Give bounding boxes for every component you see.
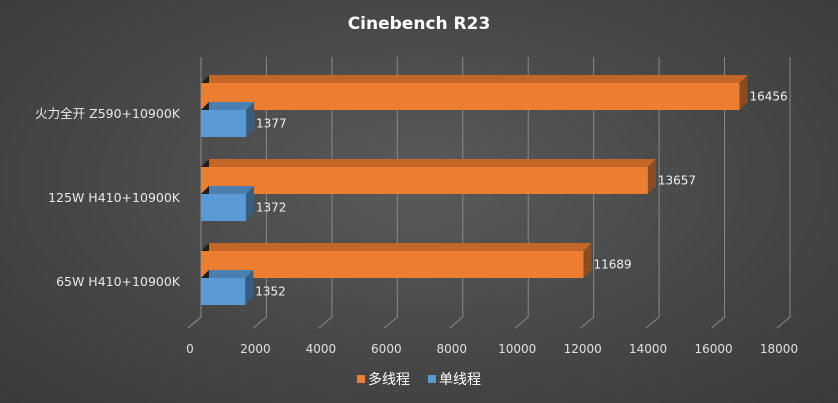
- bar-side-face: [245, 186, 254, 221]
- x-tick-label: 16000: [694, 342, 732, 356]
- bar-top-face: [201, 75, 748, 83]
- x-tick-label: 10000: [498, 342, 536, 356]
- bar-multi-thread: [201, 251, 584, 278]
- bar-single-thread: [201, 194, 246, 221]
- legend-label: 单线程: [439, 372, 481, 388]
- x-tick-label: 12000: [564, 342, 602, 356]
- bar-side-face: [246, 102, 255, 137]
- x-tick-label: 18000: [760, 342, 798, 356]
- gridline: [776, 57, 791, 329]
- category-label: 125W H410+10900K: [48, 190, 181, 205]
- x-tick-label: 8000: [437, 342, 468, 356]
- gridline: [514, 57, 529, 329]
- gridline: [580, 57, 595, 329]
- bar-side-face: [647, 159, 656, 194]
- gridline: [384, 57, 398, 329]
- legend-label: 多线程: [368, 371, 410, 388]
- axis-line: [187, 57, 202, 329]
- bar-multi-thread: [201, 167, 648, 194]
- bar-single-thread: [201, 110, 247, 137]
- bars: [201, 75, 748, 305]
- bar-top-face: [201, 159, 656, 167]
- bar-top-face: [201, 102, 255, 110]
- x-tick-label: 14000: [629, 342, 667, 356]
- category-label: 65W H410+10900K: [56, 274, 181, 289]
- data-labels: 16456 1377 13657 1372 11689 1352: [255, 90, 787, 299]
- x-axis-ticks: 0 2000 4000 6000 8000 10000 12000 14000 16000 180…: [186, 342, 798, 356]
- category-labels: 火力全开 Z590+10900K 125W H410+10900K 65W H410…: [35, 106, 181, 289]
- x-tick-label: 6000: [371, 342, 402, 356]
- bar-side-face: [739, 75, 748, 110]
- data-label: 1352: [255, 285, 286, 299]
- legend: 多线程 单线程: [357, 371, 481, 388]
- data-label: 1372: [256, 201, 287, 215]
- bar-multi-thread: [201, 83, 740, 110]
- category-label: 火力全开 Z590+10900K: [35, 106, 181, 121]
- chart-title: Cinebench R23: [348, 14, 491, 34]
- bar-top-face: [201, 243, 592, 251]
- data-label: 13657: [658, 174, 696, 188]
- gridline: [318, 57, 333, 329]
- bar-side-face: [583, 243, 592, 278]
- gridlines: [187, 57, 791, 329]
- gridline: [449, 57, 464, 329]
- data-label: 1377: [256, 117, 287, 131]
- data-label: 16456: [749, 90, 787, 104]
- bar-top-face: [201, 270, 254, 278]
- x-tick-label: 4000: [306, 342, 337, 356]
- gridline: [253, 57, 267, 329]
- x-tick-label: 0: [186, 342, 194, 356]
- gridline: [711, 57, 726, 329]
- gridline: [187, 57, 202, 329]
- bar-single-thread: [201, 278, 246, 305]
- gridline: [645, 57, 660, 329]
- legend-swatch: [357, 375, 365, 383]
- bar-top-face: [201, 186, 254, 194]
- x-tick-label: 2000: [240, 342, 271, 356]
- legend-swatch: [428, 375, 436, 383]
- bar-side-face: [245, 270, 254, 305]
- data-label: 11689: [593, 258, 631, 272]
